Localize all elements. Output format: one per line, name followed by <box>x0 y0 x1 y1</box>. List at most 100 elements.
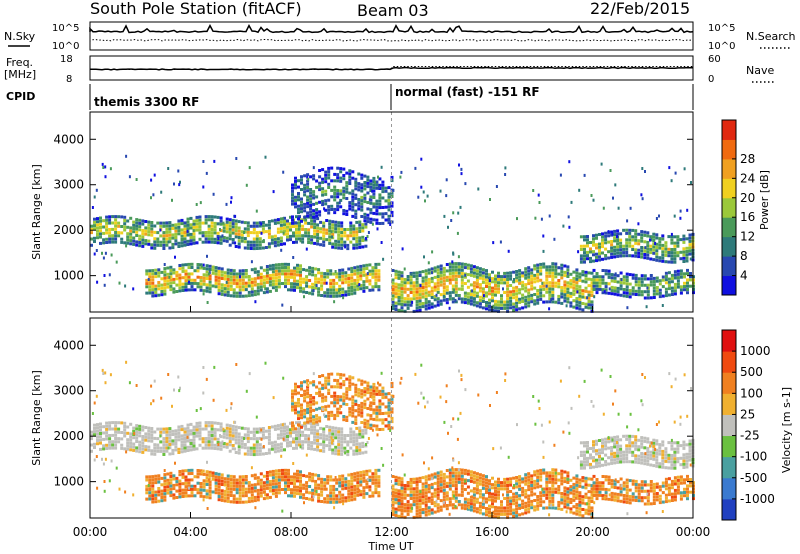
power-cell <box>314 267 318 271</box>
power-cell <box>494 306 497 310</box>
velocity-cell <box>551 477 555 481</box>
velocity-cell <box>255 449 259 453</box>
velocity-cell <box>362 492 366 496</box>
velocity-cell <box>175 483 179 487</box>
power-cell <box>226 271 230 275</box>
power-cell <box>359 271 363 275</box>
velocity-cell <box>284 468 287 472</box>
power-cell <box>610 273 614 277</box>
power-cell <box>363 216 367 219</box>
power-cell <box>685 259 689 263</box>
velocity-cell <box>204 424 208 428</box>
power-cell <box>99 235 102 239</box>
velocity-cell <box>466 491 470 495</box>
power-cell <box>445 278 449 282</box>
velocity-cell <box>427 487 431 491</box>
velocity-cell <box>196 475 200 479</box>
velocity-cell <box>346 449 350 453</box>
power-cell <box>195 203 198 206</box>
power-cell <box>96 233 99 236</box>
power-cell <box>298 221 301 225</box>
power-cell <box>205 283 209 287</box>
velocity-cell <box>475 475 479 479</box>
velocity-cell <box>208 489 212 493</box>
velocity-cell <box>433 501 437 504</box>
power-cell <box>353 282 357 286</box>
velocity-cell <box>347 483 351 486</box>
power-cell <box>234 225 238 229</box>
power-cell <box>225 223 229 227</box>
power-cell <box>559 173 562 177</box>
velocity-cell <box>518 503 522 507</box>
velocity-cell <box>255 446 259 450</box>
power-cell <box>174 232 178 236</box>
power-cell <box>673 282 677 286</box>
velocity-cell <box>619 451 623 454</box>
power-cell <box>424 275 428 279</box>
power-cell <box>640 230 644 234</box>
power-cell <box>609 169 612 172</box>
power-cell <box>472 303 476 307</box>
power-cell <box>276 218 280 222</box>
velocity-cell <box>551 493 555 497</box>
power-cell <box>570 200 573 204</box>
velocity-cell <box>237 451 241 455</box>
power-cell <box>169 272 173 276</box>
power-cell <box>354 177 358 181</box>
velocity-cell <box>307 443 311 447</box>
power-cell <box>207 224 211 228</box>
velocity-cell <box>454 496 458 500</box>
velocity-cell <box>156 449 160 453</box>
velocity-cell <box>503 497 507 500</box>
power-cell <box>337 224 341 228</box>
power-cell <box>104 251 107 255</box>
power-cell <box>340 227 344 231</box>
power-cell <box>463 266 467 270</box>
power-cell <box>583 238 586 242</box>
beam-title: Beam 03 <box>357 1 429 20</box>
power-cell <box>299 264 302 268</box>
velocity-cell <box>631 450 635 454</box>
power-cell <box>159 243 163 247</box>
velocity-cell <box>195 425 199 429</box>
velocity-cell <box>442 485 446 489</box>
velocity-cell <box>276 446 280 450</box>
power-cell <box>330 179 334 183</box>
power-cell <box>138 241 142 244</box>
power-y-tick-label: 2000 <box>53 223 84 237</box>
power-cell <box>151 272 155 276</box>
power-cell <box>271 267 275 271</box>
velocity-cell <box>454 471 458 475</box>
velocity-cell <box>314 492 318 496</box>
power-cell <box>590 290 594 294</box>
power-cell <box>430 296 434 299</box>
power-cell <box>463 297 467 301</box>
power-cell <box>456 231 459 235</box>
power-cell <box>341 290 345 294</box>
power-cell <box>400 283 404 287</box>
power-cell <box>688 252 692 256</box>
velocity-cell <box>406 487 410 491</box>
power-cell <box>196 282 200 286</box>
power-cell <box>374 285 378 289</box>
velocity-cell <box>199 472 203 476</box>
power-cell <box>679 216 682 220</box>
power-cell <box>341 271 345 275</box>
power-cell <box>590 281 594 285</box>
power-cell <box>682 250 686 254</box>
power-cell <box>649 277 653 281</box>
velocity-cell <box>415 477 419 481</box>
power-cell <box>351 214 355 218</box>
velocity-cell <box>488 507 491 511</box>
power-cell <box>355 243 359 247</box>
velocity-cell <box>524 508 528 512</box>
power-cell <box>317 293 321 297</box>
velocity-cell <box>637 445 641 449</box>
velocity-cell <box>114 424 118 428</box>
velocity-cell <box>433 494 437 498</box>
velocity-cell <box>241 488 245 491</box>
velocity-cell <box>524 473 528 477</box>
power-cell <box>244 288 248 292</box>
velocity-cell <box>268 470 272 474</box>
power-cell <box>592 288 596 291</box>
